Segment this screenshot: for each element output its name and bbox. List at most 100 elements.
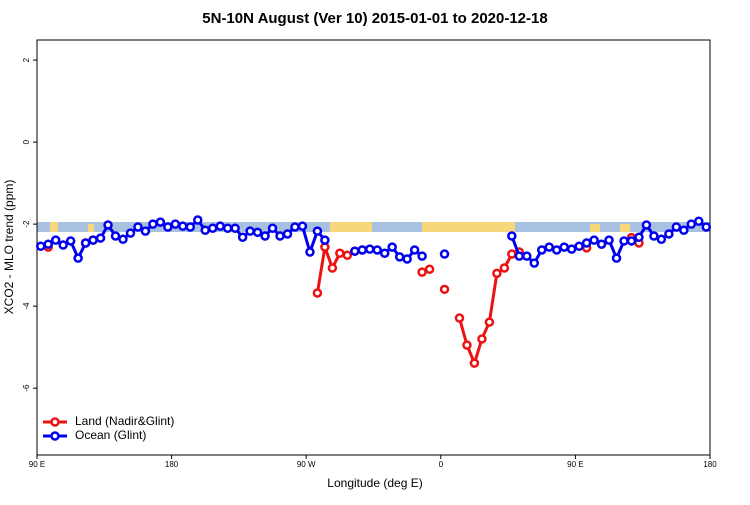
data-point	[379, 248, 390, 258]
data-point	[237, 232, 248, 242]
data-point	[507, 231, 517, 241]
data-point	[507, 249, 517, 259]
data-point	[282, 229, 293, 239]
y-tick-label: 2	[22, 57, 31, 62]
data-point	[417, 251, 427, 261]
data-point	[200, 225, 210, 236]
data-point	[634, 232, 644, 242]
data-point	[522, 251, 532, 261]
data-point	[409, 245, 420, 255]
data-point	[626, 236, 637, 246]
data-point	[365, 244, 375, 254]
data-point	[163, 222, 173, 232]
data-point	[537, 245, 547, 255]
data-point	[664, 229, 674, 239]
data-point	[35, 241, 46, 252]
data-point	[58, 240, 68, 250]
data-point	[477, 334, 487, 344]
data-point	[297, 221, 308, 231]
data-point	[394, 252, 405, 262]
data-point	[611, 253, 622, 263]
data-point	[694, 216, 704, 227]
data-point	[492, 268, 502, 279]
data-point	[559, 242, 569, 252]
data-point	[215, 221, 225, 231]
data-point	[252, 227, 263, 238]
data-point	[604, 235, 614, 245]
data-point	[335, 248, 345, 258]
legend-marker	[50, 417, 60, 427]
data-point	[417, 267, 427, 277]
x-tick-label: 90 E	[29, 460, 45, 469]
data-point	[275, 231, 285, 241]
data-point	[148, 219, 158, 229]
data-point	[574, 241, 584, 252]
data-point	[671, 222, 682, 232]
data-point	[65, 236, 76, 246]
data-point	[357, 245, 368, 255]
x-tick-label: 180	[165, 460, 179, 469]
chart-title: 5N-10N August (Ver 10) 2015-01-01 to 202…	[202, 10, 547, 27]
data-point	[207, 223, 218, 233]
data-point	[260, 231, 270, 241]
data-point	[342, 250, 353, 261]
data-point	[544, 242, 554, 252]
data-point	[686, 219, 697, 229]
data-point	[312, 288, 323, 298]
series-line	[85, 236, 640, 368]
data-point	[514, 251, 525, 261]
data-point	[88, 235, 98, 245]
data-point	[103, 220, 113, 230]
data-point	[679, 225, 689, 236]
data-point	[469, 358, 480, 368]
data-point	[193, 215, 203, 225]
data-point	[155, 217, 166, 227]
data-point	[701, 222, 712, 232]
data-point	[439, 284, 450, 295]
data-point	[499, 263, 510, 273]
x-tick-label: 180	[703, 460, 717, 469]
data-point	[327, 263, 338, 273]
data-point	[402, 254, 412, 264]
legend-label: Land (Nadir&Glint)	[75, 414, 174, 428]
data-point	[589, 235, 599, 245]
y-tick-label: -6	[22, 384, 31, 392]
legend-label: Ocean (Glint)	[75, 428, 146, 442]
data-point	[80, 238, 91, 248]
data-point	[320, 235, 330, 245]
data-point	[133, 222, 143, 232]
data-point	[95, 233, 106, 243]
x-tick-label: 90 E	[567, 460, 583, 469]
data-point	[50, 235, 61, 245]
y-tick-label: 0	[22, 139, 31, 144]
data-point	[230, 223, 240, 233]
legend-marker	[50, 431, 60, 441]
data-point	[73, 253, 83, 263]
y-tick-label: -2	[22, 220, 31, 228]
data-point	[140, 226, 151, 236]
data-point	[529, 258, 540, 268]
data-point	[619, 236, 629, 246]
data-point	[267, 223, 278, 233]
data-point	[118, 234, 128, 245]
map-strip	[37, 222, 710, 232]
data-point	[649, 231, 659, 241]
data-point	[656, 234, 667, 245]
data-point	[641, 220, 652, 230]
data-point	[350, 246, 360, 256]
data-point	[581, 238, 592, 248]
data-point	[110, 231, 121, 241]
y-axis-label: XCO2 - MLO trend (ppm)	[2, 180, 16, 315]
data-point	[566, 244, 577, 254]
data-point	[43, 239, 53, 249]
data-point	[290, 222, 300, 232]
x-axis-label: Longitude (deg E)	[327, 476, 422, 490]
data-point	[305, 247, 315, 257]
data-point	[185, 222, 196, 232]
data-point	[454, 313, 465, 323]
data-point	[372, 245, 382, 255]
x-tick-label: 0	[439, 460, 444, 469]
data-point	[484, 317, 495, 327]
